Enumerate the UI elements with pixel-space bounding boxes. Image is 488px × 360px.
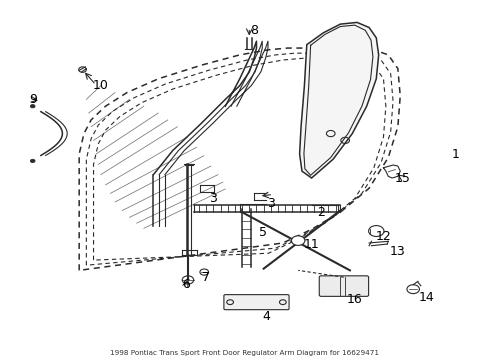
- Text: 8: 8: [249, 24, 258, 37]
- Text: 10: 10: [93, 79, 108, 92]
- Text: 9: 9: [30, 93, 38, 106]
- Text: 15: 15: [394, 171, 410, 185]
- Text: 11: 11: [303, 238, 319, 251]
- Text: 6: 6: [182, 278, 189, 291]
- Text: 16: 16: [346, 293, 362, 306]
- Text: 1998 Pontiac Trans Sport Front Door Regulator Arm Diagram for 16629471: 1998 Pontiac Trans Sport Front Door Regu…: [110, 350, 378, 356]
- Text: 7: 7: [202, 271, 210, 284]
- Text: 12: 12: [375, 230, 390, 243]
- Text: 1: 1: [450, 148, 458, 161]
- Text: 3: 3: [209, 192, 217, 205]
- Text: 2: 2: [317, 206, 325, 219]
- Text: 3: 3: [266, 197, 274, 210]
- Circle shape: [30, 104, 35, 108]
- FancyBboxPatch shape: [319, 276, 368, 296]
- Text: 4: 4: [262, 310, 269, 323]
- Text: 5: 5: [258, 226, 266, 239]
- Circle shape: [291, 236, 304, 246]
- Text: 14: 14: [418, 291, 434, 304]
- Polygon shape: [299, 22, 378, 178]
- Text: 13: 13: [389, 245, 405, 258]
- Circle shape: [30, 159, 35, 163]
- FancyBboxPatch shape: [224, 294, 288, 310]
